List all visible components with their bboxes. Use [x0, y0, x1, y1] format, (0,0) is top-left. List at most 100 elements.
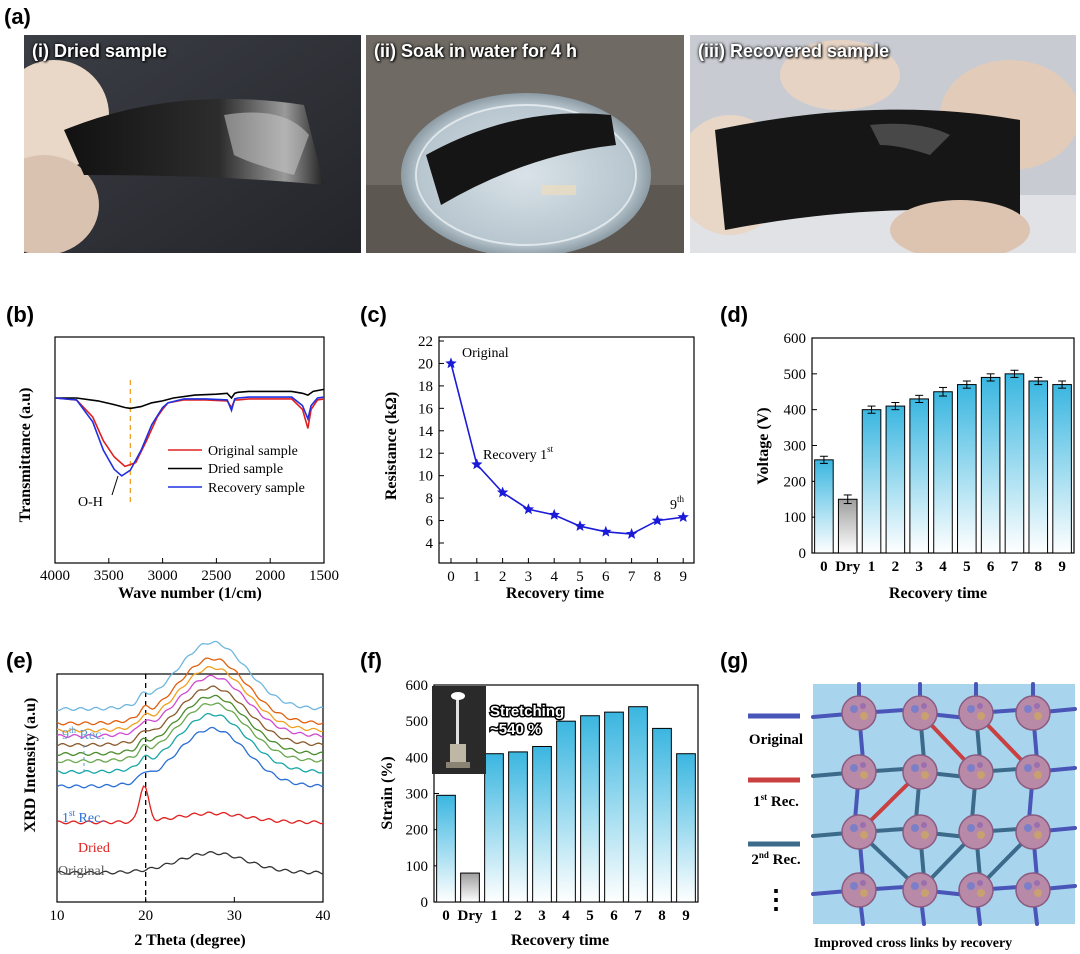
strain-chart: 0 100 200 300 400 500 600 0 Dry 1 2 3 4 5 6 7 8 9	[406, 678, 699, 924]
resistance-x-tick-label: 4	[550, 569, 558, 585]
strain-y-tick-label: 200	[406, 823, 429, 839]
strain-x-tick-label: 8	[658, 908, 666, 924]
strain-bar	[532, 745, 552, 903]
resistance-annotation-recovery: Recovery 1st	[483, 444, 554, 463]
resistance-point-marker	[600, 525, 612, 537]
xrd-label-dried: Dried	[78, 841, 110, 856]
resistance-x-tick-label: 0	[447, 569, 455, 585]
strain-bar	[556, 720, 576, 903]
ftir-legend-recovery: Recovery sample	[208, 481, 305, 496]
xrd-x-tick-label: 10	[50, 908, 65, 924]
xrd-x-tick-label: 30	[227, 908, 242, 924]
resistance-x-tick-label: 3	[525, 569, 533, 585]
voltage-x-tick-label: 3	[915, 559, 923, 575]
resistance-y-tick-label: 12	[418, 446, 433, 462]
crosslink-node	[1015, 872, 1051, 908]
panel-label-b: (b)	[6, 302, 35, 327]
ftir-series-line	[55, 388, 325, 410]
resistance-x-tick-label: 5	[576, 569, 584, 585]
node-dot	[850, 705, 858, 713]
crosslink-node	[841, 754, 877, 790]
node-dot	[911, 882, 919, 890]
photo-caption-soak: (ii) Soak in water for 4 h	[374, 41, 578, 61]
resistance-y-tick-label: 10	[418, 469, 433, 485]
legend-label-first: 1st Rec.	[753, 792, 799, 810]
resistance-plot-frame	[438, 336, 695, 564]
voltage-x-tick-label: 2	[892, 559, 900, 575]
node-dot	[1034, 712, 1042, 720]
strain-bar	[436, 794, 456, 903]
strain-y-tick-label: 400	[406, 750, 429, 766]
voltage-bar	[1028, 380, 1049, 554]
voltage-x-tick-label: 7	[1011, 559, 1019, 575]
crosslink-node	[902, 695, 938, 731]
node-dot	[977, 771, 985, 779]
node-dot	[921, 880, 927, 886]
node-dot	[860, 762, 866, 768]
voltage-bar	[885, 405, 906, 554]
legend-second-num: 2	[751, 852, 759, 868]
resistance-y-tick-label: 4	[426, 536, 434, 552]
xrd-series-line	[56, 665, 324, 733]
voltage-x-tick-label: 6	[987, 559, 995, 575]
resistance-y-tick-label: 8	[426, 491, 434, 507]
strain-ylabel: Strain (%)	[379, 756, 396, 829]
voltage-y-tick-label: 500	[784, 367, 807, 383]
voltage-y-tick-label: 200	[784, 474, 807, 490]
xrd-xlabel: 2 Theta (degree)	[134, 932, 245, 949]
node-dot	[860, 712, 868, 720]
ftir-x-tick-label: 3000	[148, 568, 178, 584]
ftir-plot-frame	[54, 336, 325, 564]
node-dot	[1024, 882, 1032, 890]
strain-x-tick-label: 3	[538, 908, 546, 924]
voltage-x-tick-label: 9	[1058, 559, 1066, 575]
xrd-series-line	[56, 657, 324, 726]
voltage-y-tick-label: 100	[784, 510, 807, 526]
photo-soak-in-water: (ii) Soak in water for 4 h	[366, 35, 684, 253]
ftir-x-tick-label: 2500	[201, 568, 231, 584]
node-dot	[921, 703, 927, 709]
stretching-inset-photo	[432, 686, 486, 774]
crosslink-node	[841, 872, 877, 908]
xrd-first-num: 1	[62, 811, 69, 826]
legend-first-num: 1	[753, 794, 761, 810]
node-dot	[1024, 764, 1032, 772]
strain-bar	[628, 706, 648, 903]
photo-caption-recovered: (iii) Recovered sample	[698, 41, 890, 61]
ftir-xlabel: Wave number (1/cm)	[118, 585, 262, 602]
node-dot	[967, 764, 975, 772]
xrd-series-line	[56, 702, 324, 764]
xrd-series-line	[56, 726, 324, 789]
crosslink-node	[902, 872, 938, 908]
node-dot	[1034, 880, 1040, 886]
ftir-x-tick-label: 1500	[309, 568, 339, 584]
voltage-y-tick-label: 300	[784, 439, 807, 455]
legend-ellipsis: ⋮	[763, 885, 789, 914]
voltage-bar	[933, 391, 953, 554]
voltage-bar	[1004, 373, 1025, 554]
node-dot	[911, 824, 919, 832]
strain-x-tick-label: 0	[442, 908, 450, 924]
voltage-x-tick-label: Dry	[835, 559, 860, 575]
crosslink-node	[841, 695, 877, 731]
voltage-x-tick-label: 0	[820, 559, 828, 575]
xrd-ninth-sup: th	[69, 725, 77, 735]
xrd-plot-frame	[56, 673, 324, 903]
resistance-point-marker	[471, 458, 483, 470]
crosslink-node	[958, 872, 994, 908]
panel-label-a: (a)	[4, 4, 31, 29]
crosslink-node	[958, 754, 994, 790]
voltage-y-tick-label: 400	[784, 403, 807, 419]
photo-dried-sample: (i) Dried sample	[24, 35, 361, 253]
ftir-chart: 4000 3500 3000 2500 2000 1500	[40, 336, 339, 584]
node-dot	[1034, 771, 1042, 779]
resistance-x-tick-label: 8	[654, 569, 662, 585]
crosslink-node	[841, 814, 877, 850]
voltage-chart: 0 100 200 300 400 500 600 0 Dry 1 2 3 4 5 6 7 8 9	[784, 331, 1075, 575]
node-dot	[911, 764, 919, 772]
strain-y-tick-label: 300	[406, 787, 429, 803]
resistance-y-tick-label: 20	[418, 356, 433, 372]
node-dot	[921, 822, 927, 828]
resistance-point-marker	[496, 486, 509, 498]
